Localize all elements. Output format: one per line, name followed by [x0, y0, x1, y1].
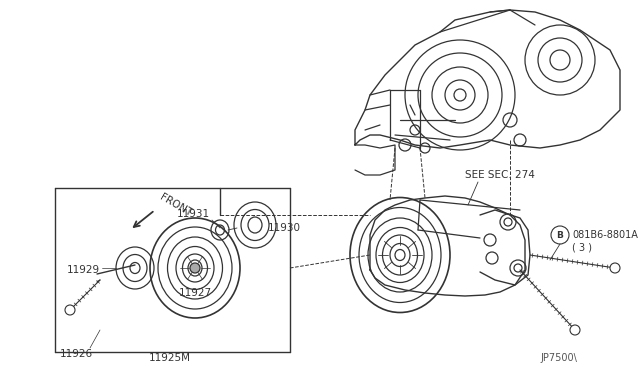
Text: 11929: 11929: [67, 265, 100, 275]
Text: 11926: 11926: [60, 349, 93, 359]
Text: 11925M: 11925M: [149, 353, 191, 363]
Text: 11931: 11931: [177, 209, 210, 219]
Circle shape: [65, 305, 75, 315]
Text: 081B6-8801A: 081B6-8801A: [572, 230, 638, 240]
Text: JP7500\: JP7500\: [540, 353, 577, 363]
Text: B: B: [557, 231, 563, 240]
Text: SEE SEC. 274: SEE SEC. 274: [465, 170, 535, 180]
Text: ( 3 ): ( 3 ): [572, 242, 592, 252]
Text: FRONT: FRONT: [158, 192, 193, 218]
Circle shape: [570, 325, 580, 335]
Text: 11930: 11930: [268, 223, 301, 233]
Text: 11927: 11927: [179, 288, 212, 298]
Circle shape: [610, 263, 620, 273]
Circle shape: [190, 263, 200, 273]
